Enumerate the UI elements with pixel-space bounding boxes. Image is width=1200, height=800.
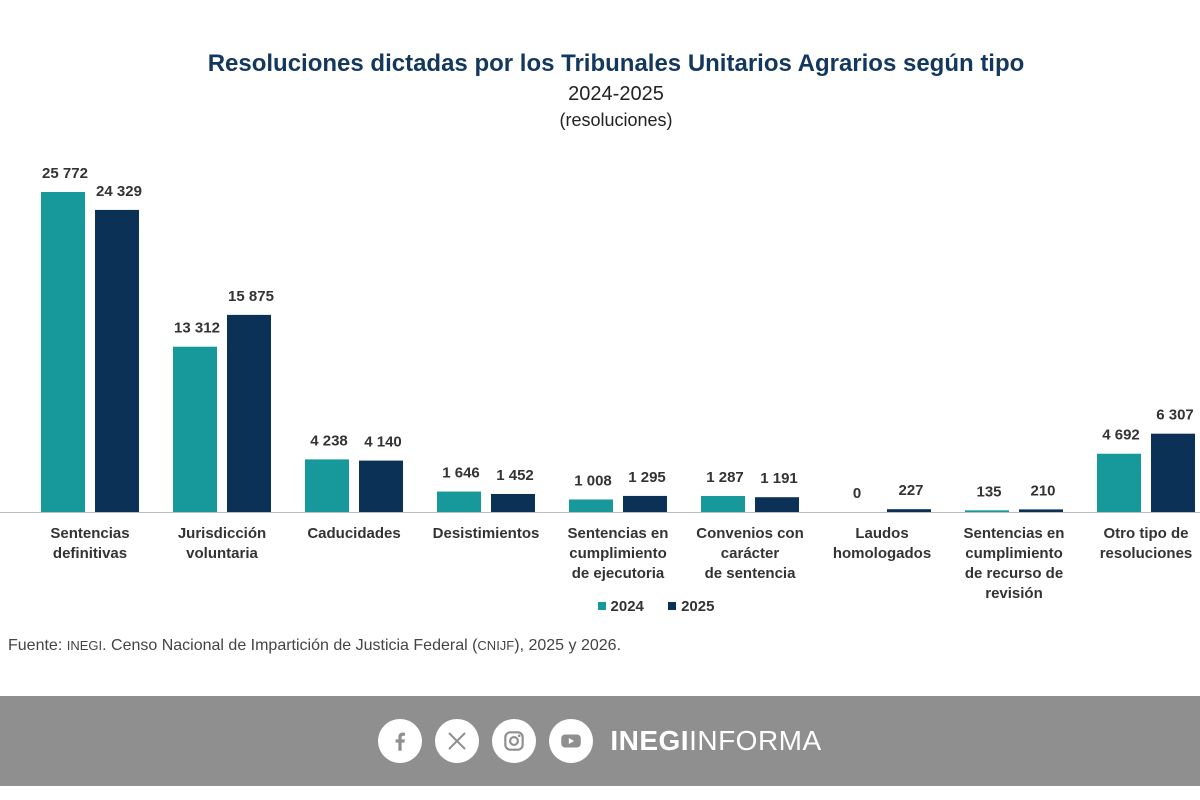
data-label-2025-5: 1 191 xyxy=(760,470,798,487)
bar-2025-5 xyxy=(755,497,799,512)
category-label-line: revisión xyxy=(985,585,1043,600)
category-label-line: Desistimientos xyxy=(433,525,540,542)
chart-unit: (resoluciones) xyxy=(559,110,673,130)
category-label-4: Sentencias en cumplimiento de ejecutoria xyxy=(568,525,669,582)
data-label-2024-5: 1 287 xyxy=(706,469,744,486)
inegi-informa-logo[interactable]: INEGIINFORMA xyxy=(610,725,821,757)
category-label-line: cumplimiento xyxy=(569,545,667,562)
x-icon[interactable] xyxy=(435,719,480,763)
bar-2025-7 xyxy=(1019,509,1063,512)
data-label-2025-7: 210 xyxy=(1030,482,1055,499)
category-label-line: Sentencias en xyxy=(568,525,669,542)
category-label-line: Sentencias en xyxy=(964,525,1065,542)
category-label-1: Jurisdicción voluntaria xyxy=(178,525,266,562)
data-label-2025-0: 24 329 xyxy=(96,183,142,200)
category-label-line: Caducidades xyxy=(307,525,400,542)
source-prefix: Fuente: xyxy=(8,637,63,654)
category-label-line: Sentencias xyxy=(50,525,129,542)
bar-2025-1 xyxy=(227,314,271,512)
data-label-2024-3: 1 646 xyxy=(442,465,480,482)
bar-2025-8 xyxy=(1151,433,1195,512)
legend-swatch-2024 xyxy=(597,602,606,610)
bar-2025-4 xyxy=(623,495,667,512)
bar-2025-6 xyxy=(887,509,931,512)
data-label-2024-6: 0 xyxy=(853,485,861,502)
category-label-line: cumplimiento xyxy=(965,545,1063,562)
legend-swatch-2025 xyxy=(668,602,677,610)
category-label-0: Sentencias definitivas xyxy=(50,525,129,562)
bar-2024-0 xyxy=(41,192,85,512)
bar-2024-4 xyxy=(569,499,613,512)
data-label-2025-4: 1 295 xyxy=(628,469,666,486)
category-label-line: definitivas xyxy=(53,545,127,562)
category-label-7: Sentencias en cumplimiento de recurso de re… xyxy=(964,525,1065,600)
chart-title: Resoluciones dictadas por los Tribunales… xyxy=(207,50,1025,77)
chart-legend: 2024 2025 xyxy=(0,597,1200,615)
youtube-icon[interactable] xyxy=(549,719,594,763)
brand-bold: INEGI xyxy=(610,725,690,756)
data-label-2025-2: 4 140 xyxy=(364,434,402,451)
bar-2024-3 xyxy=(437,491,481,512)
category-label-line: Laudos xyxy=(855,525,908,542)
data-label-2024-4: 1 008 xyxy=(574,472,612,489)
bar-chart: 25 772 24 329 Sentencias definitivas 13 312 1… xyxy=(0,165,1200,600)
bar-2025-3 xyxy=(491,493,535,512)
chart-subtitle: 2024-2025 xyxy=(568,83,664,105)
legend-label-2025: 2025 xyxy=(681,597,715,615)
instagram-icon[interactable] xyxy=(492,719,537,763)
category-label-line: voluntaria xyxy=(186,545,258,562)
category-label-line: Convenios con xyxy=(696,525,804,542)
facebook-icon[interactable] xyxy=(378,719,423,763)
bar-2025-0 xyxy=(95,209,139,512)
source-text-2: ), 2025 y 2026. xyxy=(514,637,622,654)
data-label-2025-3: 1 452 xyxy=(496,467,534,484)
legend-item-2025: 2025 xyxy=(668,598,714,615)
data-label-2025-1: 15 875 xyxy=(228,288,274,305)
category-label-line: de sentencia xyxy=(705,565,797,582)
data-label-2024-7: 135 xyxy=(976,483,1001,500)
category-label-8: Otro tipo de resoluciones xyxy=(1100,525,1193,562)
brand-light: INFORMA xyxy=(689,725,822,756)
category-label-2: Caducidades xyxy=(307,525,400,542)
category-label-line: de ejecutoria xyxy=(572,565,665,582)
data-label-2024-1: 13 312 xyxy=(174,320,220,337)
category-label-5: Convenios con carácter de sentencia xyxy=(696,525,804,582)
data-label-2024-0: 25 772 xyxy=(42,165,88,182)
legend-label-2024: 2024 xyxy=(610,597,644,615)
source-inegi: INEGI xyxy=(66,638,103,653)
category-label-line: carácter xyxy=(721,545,780,562)
bar-2024-5 xyxy=(701,496,745,512)
source-note: Fuente: INEGI. Censo Nacional de Imparti… xyxy=(8,637,621,655)
bar-2024-7 xyxy=(965,510,1009,512)
data-label-2024-2: 4 238 xyxy=(310,432,348,449)
source-text-1: . Censo Nacional de Impartición de Justi… xyxy=(102,637,478,654)
category-label-line: resoluciones xyxy=(1100,545,1193,562)
bar-2025-2 xyxy=(359,460,403,512)
category-label-line: homologados xyxy=(833,545,931,562)
category-label-3: Desistimientos xyxy=(433,525,540,542)
data-label-2024-8: 4 692 xyxy=(1102,427,1140,444)
category-label-6: Laudos homologados xyxy=(833,525,931,562)
social-links xyxy=(378,719,606,763)
bar-2024-1 xyxy=(173,346,217,512)
category-label-line: de recurso de xyxy=(965,565,1063,582)
footer-bar: INEGIINFORMA xyxy=(0,696,1200,786)
category-label-line: Otro tipo de xyxy=(1104,525,1189,542)
data-label-2025-8: 6 307 xyxy=(1156,407,1194,424)
category-label-line: Jurisdicción xyxy=(178,525,266,542)
data-label-2025-6: 227 xyxy=(898,482,923,499)
bar-2024-8 xyxy=(1097,453,1141,512)
source-cnijf: CNIJF xyxy=(477,638,515,653)
legend-item-2024: 2024 xyxy=(597,597,644,615)
bar-2024-2 xyxy=(305,459,349,512)
